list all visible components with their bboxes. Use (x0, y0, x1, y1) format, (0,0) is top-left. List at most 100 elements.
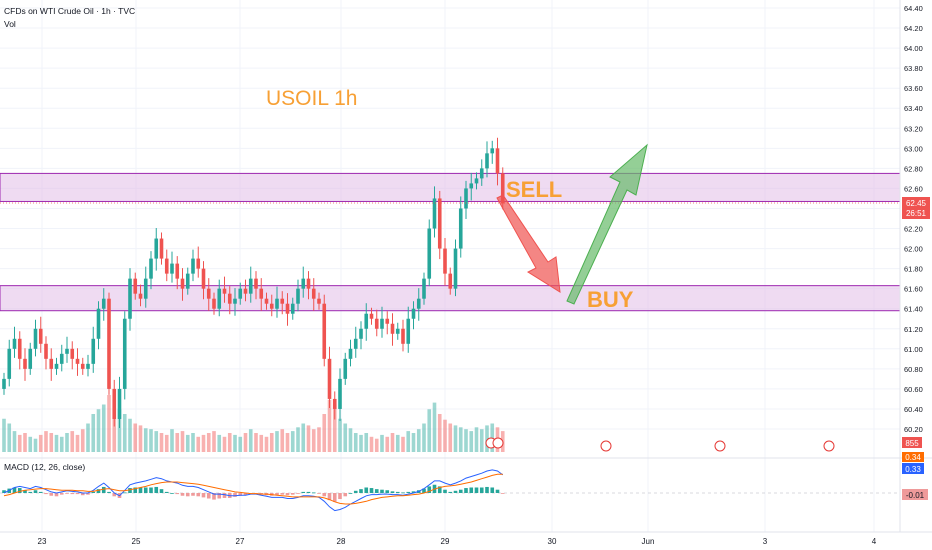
candle-body (2, 378, 6, 389)
candle-body (80, 363, 85, 369)
candle-body (227, 293, 232, 304)
candle-body (12, 338, 17, 349)
hist-badge (902, 489, 928, 500)
volume-bar (12, 431, 17, 452)
macd-histogram-bar (91, 491, 96, 493)
volume-bar (164, 434, 169, 452)
volume-bar (201, 434, 206, 452)
volume-bar (254, 433, 258, 452)
time-axis[interactable]: 23 25 27 28 29 30 Jun 3 4 (38, 537, 877, 546)
volume-bar (290, 431, 295, 452)
volume-bar (217, 434, 222, 452)
volume-bar (96, 409, 101, 452)
macd-histogram-bar (374, 489, 379, 493)
candle-body (322, 303, 327, 359)
macd-histogram-bar (23, 490, 27, 493)
macd-histogram-bar (285, 493, 290, 496)
candle-body (175, 263, 180, 279)
candle-body (443, 248, 447, 274)
candle-body (332, 398, 337, 409)
price-tick-label: 62.20 (904, 225, 923, 234)
macd-histogram-bar (159, 489, 164, 493)
candle-body (86, 363, 90, 369)
volume-bar (401, 436, 405, 452)
candle-body (196, 258, 201, 269)
candle-body (149, 258, 153, 279)
candle-body (317, 298, 321, 304)
macd-label: MACD (12, 26, close) (4, 462, 86, 472)
macd-histogram-bar (406, 491, 411, 493)
candle-body (49, 358, 54, 369)
signal-badge (902, 452, 924, 462)
macd-histogram-bar (280, 493, 285, 495)
macd-histogram-bar (212, 493, 216, 500)
macd-histogram-bar (259, 493, 264, 495)
event-flag-icon[interactable] (492, 437, 504, 449)
last-price-badge (902, 197, 930, 219)
candle-body (290, 303, 295, 314)
volume-bar (180, 431, 185, 452)
candle-body (343, 358, 348, 379)
candle-body (380, 318, 384, 329)
macd-histogram-bar (401, 492, 405, 494)
volume-bar (437, 414, 442, 452)
macd-histogram-bar (185, 493, 190, 497)
candle-body (206, 288, 211, 299)
macd-histogram-bar (154, 486, 159, 493)
candle-body (432, 198, 437, 229)
candle-body (75, 358, 80, 364)
macd-histogram-bar (359, 489, 363, 493)
macd-histogram-bar (306, 491, 311, 493)
macd-histogram-bar (128, 488, 132, 493)
zone-sell (0, 172, 901, 202)
macd-histogram-bar (49, 493, 54, 496)
volume-bar (107, 395, 111, 452)
price-tick-label: 63.60 (904, 84, 923, 93)
volume-bar (327, 399, 332, 452)
event-flag-icon[interactable] (823, 440, 835, 452)
volume-bar (70, 431, 75, 452)
candle-body (159, 238, 164, 259)
macd-histogram-bar (380, 489, 384, 493)
candle-body (122, 318, 127, 389)
candle-body (107, 298, 111, 389)
volume-bar (296, 427, 300, 452)
macd-histogram-bar (338, 493, 342, 500)
event-flag-icon[interactable] (714, 440, 726, 452)
event-flag-icon[interactable] (600, 440, 612, 452)
volume-bar (374, 438, 379, 452)
bar-countdown: 26:51 (906, 209, 927, 218)
volume-bar (227, 433, 232, 452)
candle-body (469, 183, 474, 189)
macd-histogram-bar (138, 487, 143, 493)
candle-body (143, 278, 148, 299)
volume-bar (395, 434, 400, 452)
macd-histogram-bar (112, 493, 117, 497)
volume-value: 855 (905, 439, 919, 448)
volume-bar (23, 433, 27, 452)
volume-label: Vol (4, 19, 16, 29)
price-tick-label: 63.20 (904, 124, 923, 133)
macd-histogram-bar (390, 491, 395, 493)
candle-body (406, 318, 411, 344)
candle-body (348, 348, 353, 359)
macd-histogram-bar (385, 490, 390, 493)
volume-bar (306, 425, 311, 452)
macd-histogram-bar (80, 493, 85, 496)
macd-value: 0.33 (905, 465, 921, 474)
macd-histogram-bar (38, 491, 43, 493)
hist-value: -0.01 (906, 491, 925, 500)
macd-histogram-bar (222, 493, 227, 498)
candle-body (254, 278, 258, 289)
volume-bar (443, 419, 447, 452)
macd-histogram-bar (296, 493, 300, 494)
candle-body (222, 288, 227, 294)
macd-histogram-bar (301, 491, 306, 493)
price-tick-label: 61.40 (904, 305, 923, 314)
sell-arrow (496, 194, 561, 293)
candle-body (385, 318, 390, 324)
candle-body (306, 278, 311, 289)
volume-bar (154, 431, 159, 452)
zones (0, 172, 901, 312)
